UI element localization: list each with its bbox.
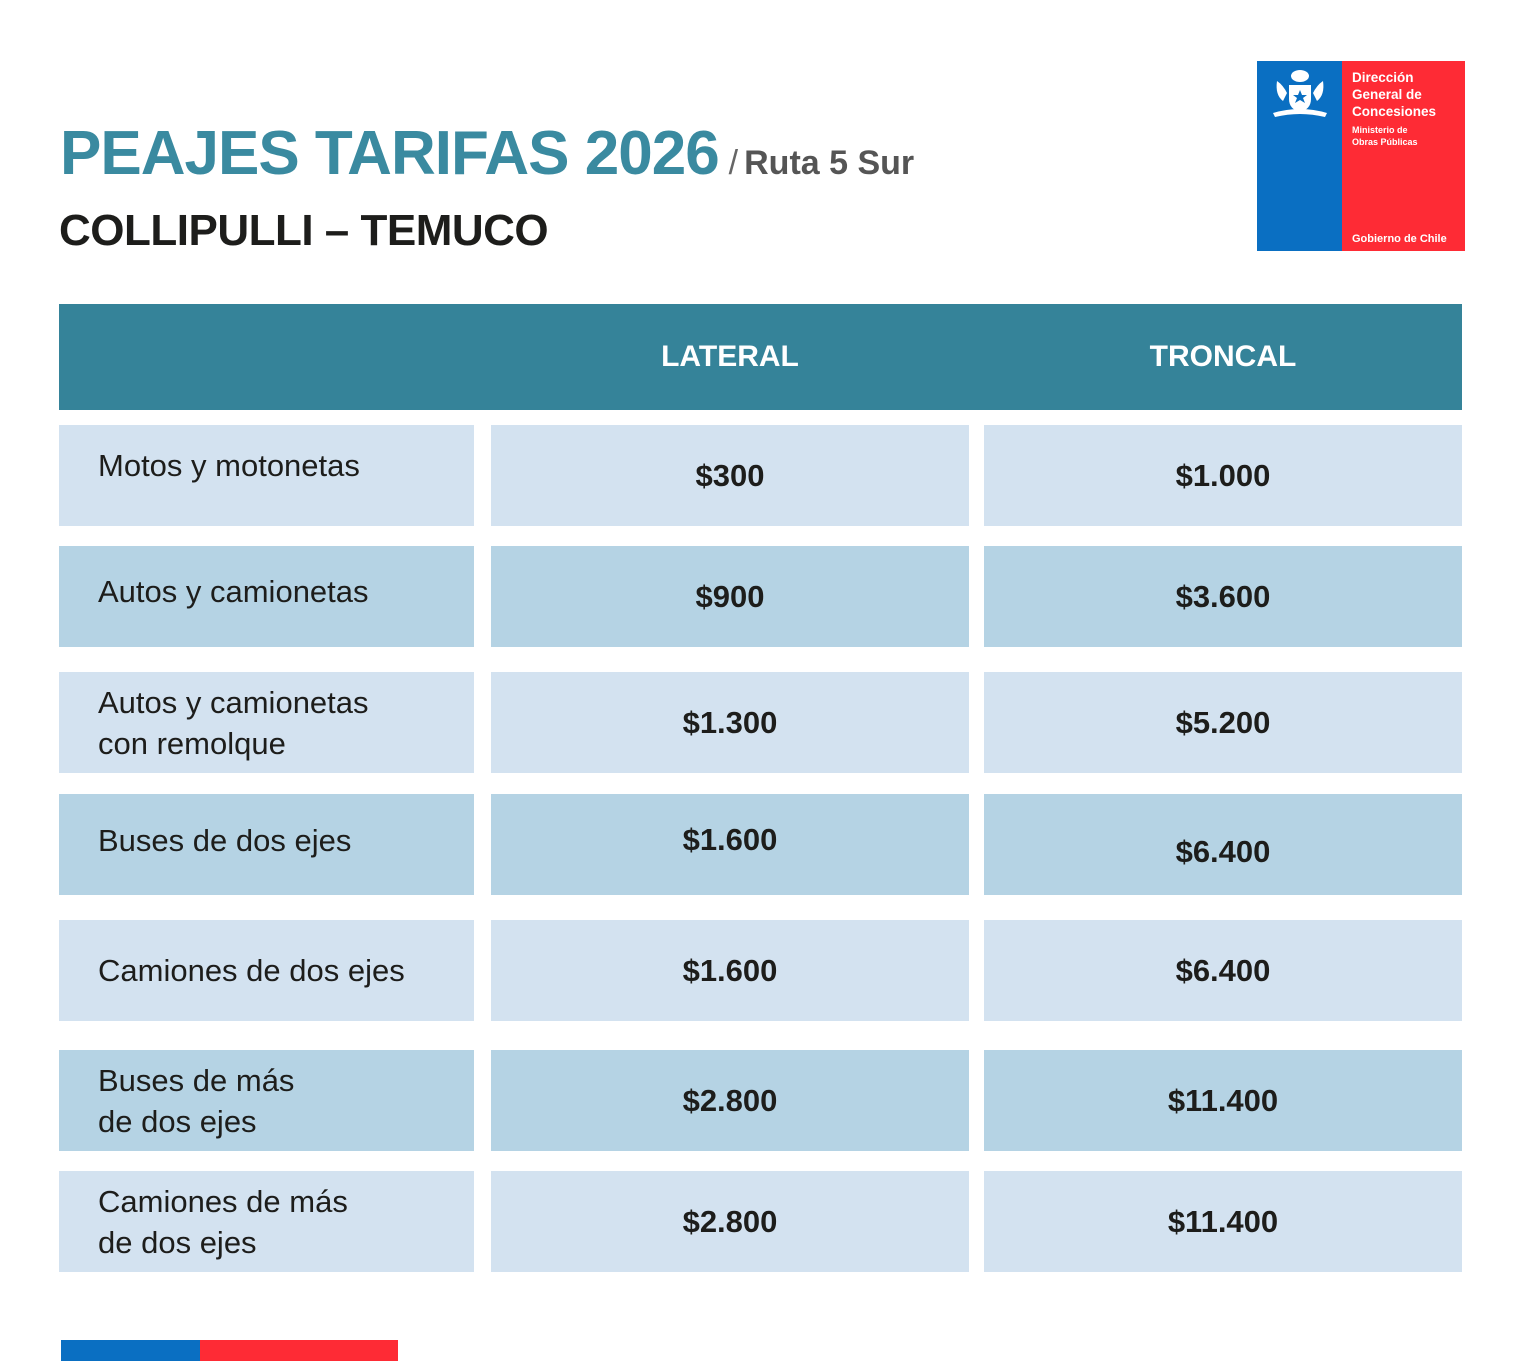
category-cell: Camiones de más de dos ejes xyxy=(59,1171,474,1272)
troncal-cell: $1.000 xyxy=(984,425,1462,526)
lateral-cell: $1.600 xyxy=(491,920,969,1021)
lateral-cell: $1.300 xyxy=(491,672,969,773)
category-cell: Autos y camionetas con remolque xyxy=(59,672,474,773)
lateral-cell: $300 xyxy=(491,425,969,526)
header-category xyxy=(59,304,474,410)
flag-color-bar xyxy=(61,1340,398,1361)
chile-coat-of-arms-icon xyxy=(1273,70,1327,117)
category-label: Buses de dos ejes xyxy=(98,823,352,858)
category-label: Camiones de dos ejes xyxy=(98,953,405,988)
category-cell: Motos y motonetas xyxy=(59,425,474,526)
category-label-line1: Camiones de más xyxy=(98,1183,348,1219)
header-troncal: TRONCAL xyxy=(1149,340,1297,373)
lateral-cell: $2.800 xyxy=(491,1171,969,1272)
troncal-cell: $11.400 xyxy=(984,1171,1462,1272)
flag-bar-blue xyxy=(61,1340,200,1361)
header-lateral: LATERAL xyxy=(661,340,799,373)
logo-text-line1: Dirección xyxy=(1352,70,1414,85)
lateral-cell: $900 xyxy=(491,546,969,647)
category-label-line1: Buses de más xyxy=(98,1062,295,1098)
category-cell: Buses de más de dos ejes xyxy=(59,1050,474,1151)
table-row: Motos y motonetas $300 $1.000 xyxy=(59,425,1462,526)
category-label-line1: Autos y camionetas xyxy=(98,684,369,720)
category-label: Autos y camionetas xyxy=(98,574,369,609)
troncal-cell: $5.200 xyxy=(984,672,1462,773)
subtitle-text: Ruta 5 Sur xyxy=(744,144,915,182)
table-row: Camiones de dos ejes $1.600 $6.400 xyxy=(59,920,1462,1021)
logo-red-panel: Dirección General de Concesiones Ministe… xyxy=(1342,61,1465,251)
category-label-line2: de dos ejes xyxy=(98,1224,257,1260)
title-slash: / xyxy=(728,144,739,182)
logo-ministry-line1: Ministerio de xyxy=(1352,125,1408,135)
category-cell: Autos y camionetas xyxy=(59,546,474,647)
table-header: LATERAL TRONCAL xyxy=(59,304,1462,410)
troncal-cell: $3.600 xyxy=(984,546,1462,647)
troncal-cell: $6.400 xyxy=(984,794,1462,895)
title-main: PEAJES TARIFAS 2026 xyxy=(60,119,720,188)
table-row: Buses de más de dos ejes $2.800 $11.400 xyxy=(59,1050,1462,1151)
lateral-cell: $2.800 xyxy=(491,1050,969,1151)
category-label-line2: con remolque xyxy=(98,725,286,761)
table-row: Buses de dos ejes $1.600 $6.400 xyxy=(59,794,1462,895)
category-label: Motos y motonetas xyxy=(98,448,360,483)
table-row: Camiones de más de dos ejes $2.800 $11.4… xyxy=(59,1171,1462,1272)
logo-text-line3: Concesiones xyxy=(1352,104,1437,119)
logo-text-line2: General de xyxy=(1352,87,1422,102)
dgc-logo: Dirección General de Concesiones Ministe… xyxy=(1257,61,1465,251)
category-cell: Buses de dos ejes xyxy=(59,794,474,895)
troncal-cell: $6.400 xyxy=(984,920,1462,1021)
lateral-cell: $1.600 xyxy=(491,794,969,895)
logo-ministry-line2: Obras Públicas xyxy=(1352,137,1418,147)
logo-blue-panel xyxy=(1257,61,1342,251)
category-label-line2: de dos ejes xyxy=(98,1103,257,1139)
troncal-cell: $11.400 xyxy=(984,1050,1462,1151)
title-subtitle: / Ruta 5 Sur xyxy=(729,144,915,182)
flag-bar-red xyxy=(200,1340,398,1361)
table-row: Autos y camionetas con remolque $1.300 $… xyxy=(59,672,1462,773)
category-cell: Camiones de dos ejes xyxy=(59,920,474,1021)
page-title: PEAJES TARIFAS 2026/Ruta 5 Sur xyxy=(60,118,914,189)
logo-footer: Gobierno de Chile xyxy=(1352,233,1447,245)
route-title: COLLIPULLI – TEMUCO xyxy=(59,206,549,255)
table-row: Autos y camionetas $900 $3.600 xyxy=(59,546,1462,647)
